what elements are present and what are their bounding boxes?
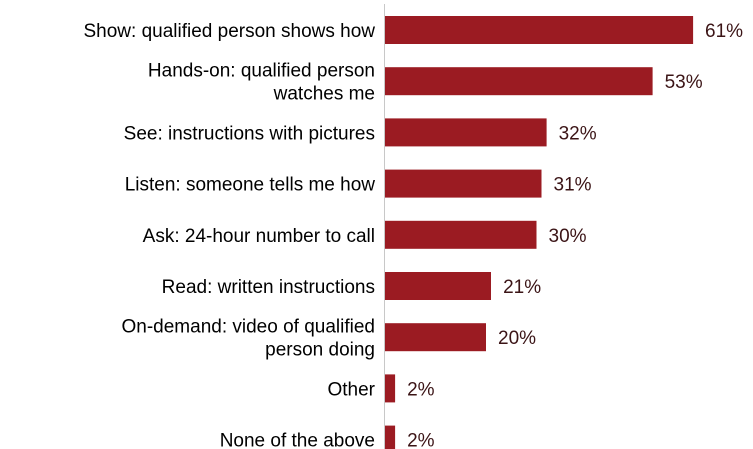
category-label-7: Other bbox=[327, 379, 375, 400]
value-label-1: 53% bbox=[665, 72, 703, 93]
category-label-1-line-0: Hands-on: qualified person bbox=[148, 61, 375, 82]
value-label-5: 21% bbox=[503, 277, 541, 298]
category-label-5: Read: written instructions bbox=[162, 277, 375, 298]
bar-5 bbox=[385, 272, 491, 300]
category-label-1-line-1: watches me bbox=[273, 84, 375, 105]
bar-6 bbox=[385, 323, 486, 352]
bar-2 bbox=[385, 118, 547, 147]
bar-4 bbox=[385, 220, 537, 249]
bar-1 bbox=[385, 67, 653, 96]
category-label-6-line-1: person doing bbox=[265, 340, 375, 361]
value-labels-group: 61% 53% 32% 31% 30% 21% 20% 2% 2% bbox=[407, 21, 743, 449]
category-labels-group: Show: qualified person shows how Hands-on… bbox=[83, 21, 375, 449]
value-label-0: 61% bbox=[705, 21, 743, 42]
category-label-2: See: instructions with pictures bbox=[124, 123, 375, 144]
bars-group bbox=[385, 16, 694, 449]
bar-7 bbox=[385, 374, 396, 403]
category-label-8: None of the above bbox=[220, 431, 375, 449]
category-label-3: Listen: someone tells me how bbox=[125, 175, 376, 196]
value-label-6: 20% bbox=[498, 328, 536, 349]
bar-3 bbox=[385, 169, 542, 198]
bar-0 bbox=[385, 16, 694, 44]
value-label-2: 32% bbox=[559, 123, 597, 144]
category-label-4: Ask: 24-hour number to call bbox=[143, 226, 375, 247]
value-label-3: 31% bbox=[554, 175, 592, 196]
value-label-4: 30% bbox=[549, 226, 587, 247]
bar-8 bbox=[385, 425, 396, 449]
value-label-7: 2% bbox=[407, 379, 435, 400]
category-label-6-line-0: On-demand: video of qualified bbox=[122, 317, 376, 338]
category-label-0: Show: qualified person shows how bbox=[83, 21, 375, 42]
value-label-8: 2% bbox=[407, 431, 435, 449]
